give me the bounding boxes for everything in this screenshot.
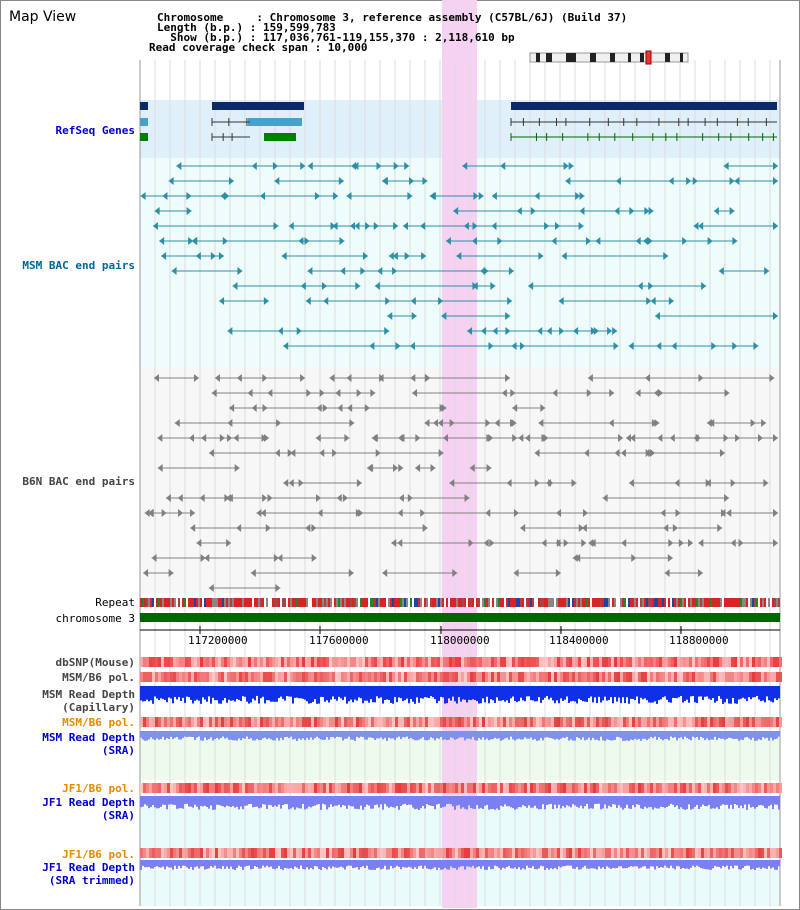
- refseq-gene: [264, 133, 296, 141]
- label-msm-read-depth-capillary-sub: (Capillary): [62, 701, 135, 714]
- refseq-gene: [140, 118, 148, 126]
- refseq-gene: [140, 102, 148, 110]
- ideogram-position-marker: [645, 50, 652, 65]
- label-msm-bac-end-pairs[interactable]: MSM BAC end pairs: [22, 259, 135, 272]
- label-repeat: Repeat: [95, 596, 135, 609]
- axis-tick-2: 117600000: [309, 634, 369, 647]
- label-jf1-b6-pol-2[interactable]: JF1/B6 pol.: [62, 848, 135, 861]
- label-jf1-read-depth-sra-trimmed[interactable]: JF1 Read Depth: [42, 861, 135, 874]
- label-dbsnp[interactable]: dbSNP(Mouse): [55, 656, 135, 669]
- info-chromosome: Chromosome : Chromosome 3, reference ass…: [157, 11, 628, 24]
- chromosome-ideogram: [529, 52, 689, 63]
- label-msm-read-depth-capillary[interactable]: MSM Read Depth: [42, 688, 135, 701]
- label-msm-b6-pol-2[interactable]: MSM/B6 pol.: [62, 716, 135, 729]
- refseq-gene: [140, 133, 148, 141]
- info-coverage-span: Read coverage check span : 10,000: [149, 41, 368, 54]
- refseq-gene: [511, 102, 777, 110]
- label-jf1-read-depth-sra-trimmed-sub: (SRA trimmed): [48, 874, 135, 887]
- label-msm-read-depth-sra[interactable]: MSM Read Depth: [42, 731, 135, 744]
- chromosome-bar: [140, 613, 780, 622]
- refseq-gene: [212, 102, 304, 110]
- label-b6n-bac-end-pairs[interactable]: B6N BAC end pairs: [22, 475, 135, 488]
- label-jf1-b6-pol[interactable]: JF1/B6 pol.: [62, 782, 135, 795]
- axis-tick-3: 118000000: [430, 634, 490, 647]
- axis-tick-1: 117200000: [188, 634, 248, 647]
- label-jf1-read-depth-sra[interactable]: JF1 Read Depth: [42, 796, 135, 809]
- page-title: Map View: [9, 9, 77, 25]
- label-chromosome: chromosome 3: [55, 612, 135, 625]
- label-msm-read-depth-sra-sub: (SRA): [101, 744, 135, 757]
- label-jf1-read-depth-sra-sub: (SRA): [101, 809, 135, 822]
- info-show-range: Show (b.p.) : 117,036,761-119,155,370 : …: [157, 31, 515, 44]
- info-length: Length (b.p.) : 159,599,783: [157, 21, 336, 34]
- refseq-gene: [248, 118, 302, 126]
- axis-tick-5: 118800000: [669, 634, 729, 647]
- axis-tick-4: 118400000: [549, 634, 609, 647]
- label-refseq-genes[interactable]: RefSeq Genes: [55, 124, 135, 137]
- label-msm-b6-pol[interactable]: MSM/B6 pol.: [62, 671, 135, 684]
- highlight-region: [442, 0, 477, 908]
